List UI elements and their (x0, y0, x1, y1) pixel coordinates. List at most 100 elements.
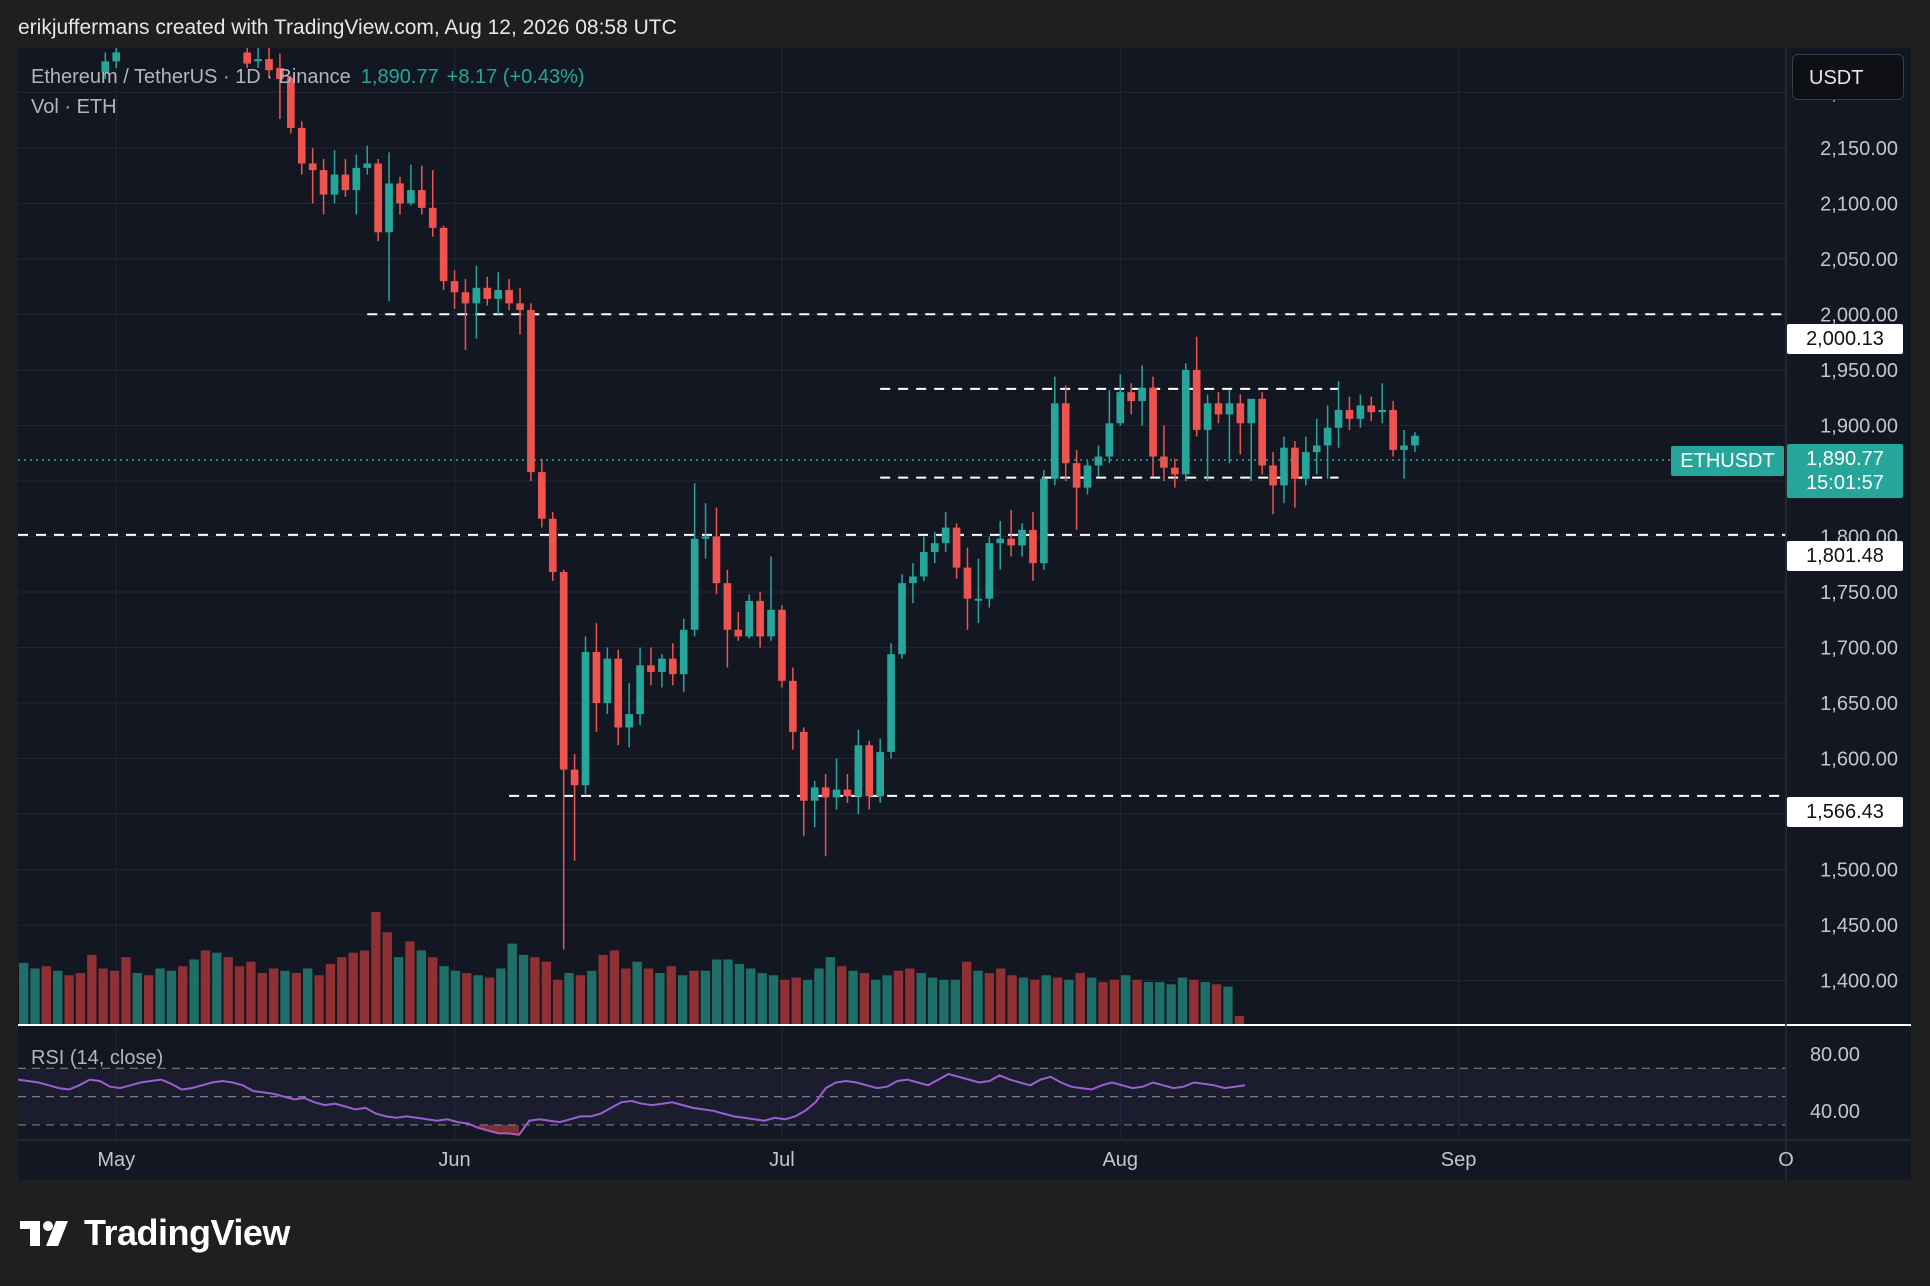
candle-body (690, 538, 699, 630)
volume-bar (1086, 977, 1097, 1025)
rsi-legend[interactable]: RSI (14, close) (31, 1047, 164, 1069)
candle-body (1247, 398, 1256, 424)
candle-body (385, 183, 393, 233)
volume-bar (598, 954, 608, 1025)
volume-bar (348, 952, 358, 1025)
volume-bar (530, 957, 540, 1025)
legend-last-price: 1,890.77 (360, 66, 439, 88)
volume-bar (484, 977, 495, 1025)
volume-bar (871, 979, 881, 1025)
candle-body (1061, 403, 1070, 464)
rsi-tick-label: 40.00 (1810, 1101, 1860, 1123)
volume-legend[interactable]: Vol · ETH (31, 96, 117, 118)
candle-body (887, 654, 895, 752)
volume-bar (712, 959, 722, 1025)
price-tick-label: 1,700.00 (1820, 638, 1898, 660)
candle-body (909, 576, 917, 584)
volume-bar (882, 975, 892, 1025)
bar-countdown: 15:01:57 (1806, 472, 1884, 494)
candle-body (1345, 409, 1354, 419)
volume-bar (416, 950, 426, 1025)
volume-bar (1098, 982, 1108, 1025)
candle-body (374, 163, 382, 233)
candle-body (516, 303, 524, 311)
volume-bar (496, 968, 506, 1025)
candle-body (1389, 409, 1397, 450)
last-price-value: 1,890.77 (1806, 448, 1884, 470)
level-tag-1801: 1,801.48 (1787, 541, 1903, 571)
currency-button[interactable]: USDT (1792, 54, 1904, 100)
volume-bar (507, 943, 517, 1025)
candle-body (1040, 478, 1048, 564)
candle-body (723, 583, 732, 630)
volume-bar (621, 968, 631, 1025)
volume-bar (905, 968, 915, 1025)
volume-bar (723, 959, 733, 1025)
candle-body (1214, 403, 1223, 415)
volume-bar (405, 941, 415, 1025)
candle-body (832, 789, 841, 798)
price-tick-label: 1,600.00 (1820, 749, 1898, 771)
volume-bar (666, 966, 676, 1025)
volume-bars (19, 912, 1244, 1025)
volume-bar (541, 961, 551, 1025)
candle-body (952, 527, 961, 568)
volume-bar (53, 970, 63, 1025)
candle-body (974, 598, 983, 601)
volume-bar (450, 970, 461, 1025)
brand-name: TradingView (84, 1212, 290, 1253)
candle-body (1007, 538, 1015, 546)
price-tick-label: 1,950.00 (1820, 360, 1898, 382)
volume-bar (643, 968, 654, 1025)
candle-body (756, 600, 764, 637)
candle-body (1050, 403, 1059, 479)
candle-body (581, 651, 590, 786)
volume-bar (1132, 979, 1142, 1025)
price-tick-label: 2,100.00 (1820, 193, 1898, 215)
candle-body (254, 59, 262, 62)
time-axis[interactable]: May Jun Jul Aug Sep O (97, 1149, 1793, 1171)
symbol-legend[interactable]: Ethereum / TetherUS · 1D · Binance 1,890.… (31, 66, 585, 89)
candle-body (428, 207, 437, 228)
candle-body (658, 658, 666, 672)
symbol-name: Ethereum / TetherUS · 1D · Binance (31, 66, 351, 88)
price-tick-label: 1,900.00 (1820, 415, 1898, 437)
candle-body (1301, 452, 1310, 479)
candle-body (1029, 529, 1037, 564)
candle-body (1192, 369, 1201, 430)
volume-bar (996, 968, 1006, 1025)
volume-bar (802, 979, 813, 1025)
volume-bar (746, 968, 756, 1025)
volume-bar (564, 973, 574, 1025)
volume-bar (19, 962, 29, 1025)
candle-body (898, 583, 906, 655)
candle-body (538, 472, 546, 519)
volume-bar (1234, 1015, 1244, 1025)
candle-body (1411, 435, 1419, 446)
volume-bar (518, 954, 529, 1025)
volume-bar (212, 952, 222, 1025)
candle-body (930, 543, 939, 553)
candle-body (603, 658, 612, 704)
candle-body (1312, 445, 1321, 453)
support-resistance-levels (18, 313, 1786, 797)
price-tick-label: 1,500.00 (1820, 860, 1898, 882)
time-tick-label: Jul (769, 1149, 795, 1171)
candle-body (1018, 529, 1026, 546)
volume-bar (893, 970, 904, 1025)
volume-bar (609, 950, 620, 1025)
candle-body (1105, 423, 1114, 457)
price-tick-label: 1,400.00 (1820, 971, 1898, 993)
volume-bar (1143, 982, 1154, 1025)
tradingview-brand[interactable]: TradingView (20, 1212, 290, 1254)
candle-body (1356, 405, 1365, 419)
volume-bar (155, 968, 165, 1025)
volume-bar (1041, 975, 1051, 1025)
volume-bar (223, 957, 233, 1025)
candle-body (352, 167, 361, 191)
candle-body (363, 163, 372, 168)
volume-bar (1121, 975, 1131, 1025)
volume-bar (64, 975, 74, 1025)
price-tick-label: 1,650.00 (1820, 693, 1898, 715)
